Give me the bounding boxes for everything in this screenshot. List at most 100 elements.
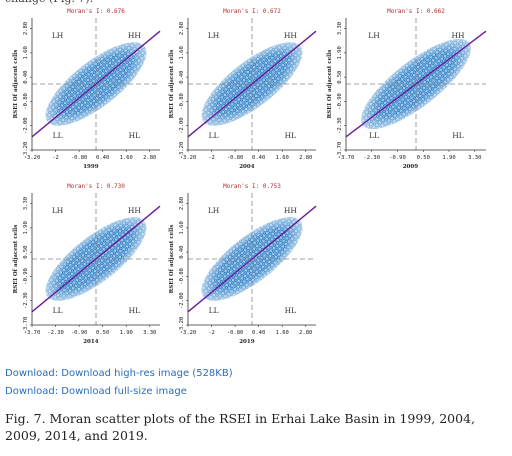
- quadrant-label: LH: [208, 206, 220, 215]
- quadrant-label: HH: [284, 206, 298, 215]
- download-link[interactable]: Download: Download high-res image (528KB…: [5, 368, 233, 379]
- x-tick-label: -0.80: [71, 155, 88, 161]
- y-tick-label: 1.90: [23, 221, 29, 234]
- y-tick-label: 0.50: [337, 71, 343, 84]
- quadrant-label: HH: [128, 31, 142, 40]
- y-tick-label: -3.20: [179, 142, 185, 159]
- quadrant-label: HH: [284, 31, 298, 40]
- scatter-panel: Moran's I: 0.662 LH HH LL HL -3.70 -2.30 -0.90 0…: [327, 8, 487, 170]
- quadrant-label: LH: [52, 206, 64, 215]
- scatter-panel: Moran's I: 0.672 LH HH LL HL -3.20 -2 -0.80 0.40…: [169, 8, 317, 170]
- y-tick-label: 2.80: [23, 22, 29, 35]
- quadrant-label: HL: [452, 131, 464, 140]
- x-tick-label: -0.80: [227, 155, 244, 161]
- panel-title: Moran's I: 0.730: [67, 183, 125, 190]
- x-tick-label: 0.40: [96, 155, 109, 161]
- y-tick-label: -2.00: [179, 292, 185, 309]
- scatter-panel: Moran's I: 0.730 LH HH LL HL -3.70 -2.30 -0.90 0…: [13, 183, 161, 345]
- panel-title: Moran's I: 0.676: [67, 8, 125, 15]
- quadrant-label: LL: [369, 131, 379, 140]
- quadrant-label: LL: [53, 306, 63, 315]
- x-axis-label: 1999: [83, 164, 98, 170]
- x-tick-label: 1.60: [120, 155, 133, 161]
- y-axis-label: RSEI Of adjacent cells: [13, 225, 19, 294]
- panel-title: Moran's I: 0.662: [387, 8, 445, 15]
- x-tick-label: -2.30: [47, 330, 64, 336]
- x-tick-label: 1.60: [276, 155, 289, 161]
- y-tick-label: -0.80: [179, 268, 185, 285]
- x-tick-label: 3.30: [143, 330, 156, 336]
- y-tick-label: -0.90: [23, 268, 29, 285]
- y-tick-label: -0.80: [179, 93, 185, 110]
- x-tick-label: -2.30: [363, 155, 380, 161]
- y-tick-label: -2.30: [23, 292, 29, 309]
- x-tick-label: -3.70: [338, 155, 355, 161]
- x-tick-label: 1.60: [276, 330, 289, 336]
- x-tick-label: 1.90: [442, 155, 455, 161]
- y-tick-label: -2.00: [179, 117, 185, 134]
- quadrant-label: HL: [129, 306, 141, 315]
- quadrant-label: HH: [128, 206, 142, 215]
- y-tick-label: -0.90: [337, 93, 343, 110]
- y-axis-label: RSEI Of adjacent cells: [169, 50, 175, 119]
- x-tick-label: 2.80: [299, 155, 312, 161]
- quadrant-label: LL: [209, 131, 219, 140]
- scatter-panel: Moran's I: 0.676 LH HH LL HL -3.20 -2 -0.80 0.40…: [13, 8, 161, 170]
- y-tick-label: 2.80: [179, 197, 185, 210]
- quadrant-label: LH: [52, 31, 64, 40]
- quadrant-label: HH: [451, 31, 465, 40]
- download-link[interactable]: Download: Download full-size image: [5, 386, 187, 397]
- y-tick-label: 3.30: [23, 197, 29, 210]
- figure-caption: Fig. 7. Moran scatter plots of the RSEI …: [5, 411, 476, 443]
- quadrant-label: HL: [129, 131, 141, 140]
- y-tick-label: 0.40: [23, 71, 29, 84]
- regression-line: [187, 205, 317, 313]
- y-tick-label: 1.60: [179, 46, 185, 59]
- x-tick-label: 0.40: [252, 155, 265, 161]
- x-tick-label: -3.70: [24, 330, 41, 336]
- x-tick-label: -0.90: [389, 155, 406, 161]
- y-tick-label: -2.30: [337, 117, 343, 134]
- top-text: change (Fig. 7).: [5, 0, 93, 5]
- x-axis-label: 2014: [83, 339, 98, 345]
- x-axis-label: 2004: [239, 164, 254, 170]
- y-tick-label: 0.40: [179, 71, 185, 84]
- panel-title: Moran's I: 0.672: [223, 8, 281, 15]
- regression-line: [187, 30, 317, 138]
- y-tick-label: 2.80: [179, 22, 185, 35]
- x-tick-label: -3.20: [24, 155, 41, 161]
- x-tick-label: -2: [208, 155, 215, 161]
- x-axis-label: 2019: [239, 339, 254, 345]
- x-tick-label: 0.50: [417, 155, 430, 161]
- regression-line: [31, 205, 161, 313]
- figure: Moran's I: 0.676 LH HH LL HL -3.20 -2 -0.80 0.40…: [13, 8, 487, 345]
- y-tick-label: 0.40: [179, 246, 185, 259]
- scatter-panel: Moran's I: 0.753 LH HH LL HL -3.20 -2 -0.80 0.40…: [169, 183, 317, 345]
- x-tick-label: -2: [208, 330, 215, 336]
- regression-line: [31, 30, 161, 138]
- x-axis-label: 2009: [403, 164, 418, 170]
- quadrant-label: LL: [53, 131, 63, 140]
- x-tick-label: 0.40: [252, 330, 265, 336]
- x-tick-label: -0.90: [71, 330, 88, 336]
- quadrant-label: LH: [368, 31, 380, 40]
- y-tick-label: -2.00: [23, 117, 29, 134]
- y-tick-label: 1.60: [23, 46, 29, 59]
- y-axis-label: RSEI Of adjacent cells: [169, 225, 175, 294]
- y-axis-label: RSEI Of adjacent cells: [13, 50, 19, 119]
- y-tick-label: -0.80: [23, 93, 29, 110]
- x-tick-label: -3.20: [180, 155, 197, 161]
- y-tick-label: -3.70: [23, 317, 29, 334]
- regression-line: [345, 30, 487, 138]
- quadrant-label: LL: [209, 306, 219, 315]
- y-tick-label: 1.90: [337, 46, 343, 59]
- x-tick-label: -0.80: [227, 330, 244, 336]
- y-axis-label: RSEI Of adjacent cells: [327, 50, 333, 119]
- panel-title: Moran's I: 0.753: [223, 183, 281, 190]
- x-tick-label: 0.50: [96, 330, 109, 336]
- y-tick-label: -3.20: [23, 142, 29, 159]
- quadrant-label: HL: [285, 306, 297, 315]
- y-tick-label: 1.60: [179, 221, 185, 234]
- y-tick-label: -3.70: [337, 142, 343, 159]
